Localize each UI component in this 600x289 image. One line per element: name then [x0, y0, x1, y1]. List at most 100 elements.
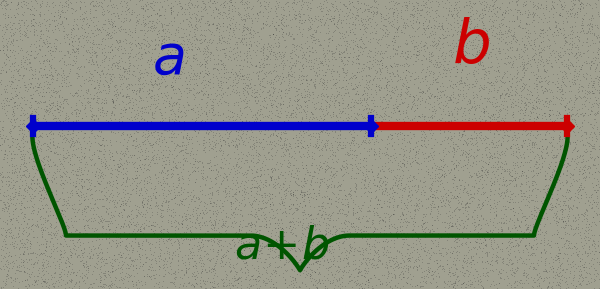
Point	[76, 179, 85, 183]
Point	[554, 230, 563, 234]
Point	[379, 231, 388, 235]
Point	[361, 30, 371, 35]
Point	[46, 225, 56, 229]
Point	[566, 195, 575, 200]
Point	[253, 184, 263, 188]
Point	[130, 257, 139, 262]
Point	[508, 101, 517, 105]
Point	[226, 0, 236, 4]
Point	[359, 66, 369, 70]
Point	[337, 49, 346, 54]
Point	[69, 243, 79, 247]
Point	[392, 183, 401, 188]
Point	[437, 172, 447, 177]
Point	[491, 142, 501, 147]
Point	[188, 234, 198, 239]
Point	[571, 225, 581, 230]
Point	[42, 38, 52, 43]
Point	[344, 278, 354, 283]
Point	[215, 231, 224, 236]
Point	[200, 268, 210, 272]
Point	[338, 30, 347, 35]
Point	[482, 202, 492, 207]
Point	[53, 21, 62, 26]
Point	[149, 47, 159, 52]
Point	[152, 20, 161, 24]
Point	[306, 109, 316, 114]
Point	[137, 192, 147, 197]
Point	[407, 1, 416, 5]
Point	[154, 12, 164, 17]
Point	[526, 192, 536, 197]
Point	[29, 208, 38, 212]
Point	[514, 69, 523, 74]
Point	[95, 217, 105, 221]
Point	[83, 266, 92, 270]
Point	[551, 19, 560, 24]
Point	[107, 97, 117, 101]
Point	[310, 78, 320, 83]
Point	[251, 125, 260, 130]
Point	[554, 188, 563, 192]
Point	[1, 22, 10, 26]
Point	[282, 0, 292, 4]
Point	[423, 121, 433, 125]
Point	[361, 219, 371, 223]
Point	[250, 245, 260, 250]
Point	[130, 82, 140, 86]
Point	[284, 204, 294, 208]
Point	[384, 191, 394, 196]
Point	[168, 181, 178, 185]
Point	[322, 138, 331, 142]
Point	[187, 170, 197, 175]
Point	[422, 261, 432, 266]
Point	[588, 16, 598, 21]
Point	[538, 194, 548, 199]
Point	[512, 14, 521, 19]
Point	[140, 50, 150, 54]
Point	[133, 65, 142, 70]
Point	[286, 68, 295, 73]
Point	[137, 279, 146, 284]
Point	[551, 212, 561, 216]
Point	[200, 175, 209, 180]
Point	[293, 207, 302, 211]
Point	[78, 53, 88, 58]
Point	[0, 68, 7, 73]
Point	[504, 79, 514, 83]
Point	[49, 163, 59, 167]
Point	[156, 203, 166, 208]
Point	[357, 234, 367, 238]
Point	[196, 28, 206, 33]
Point	[191, 74, 200, 79]
Point	[197, 39, 207, 44]
Point	[57, 175, 67, 179]
Point	[281, 253, 291, 257]
Point	[142, 60, 152, 64]
Point	[511, 40, 520, 45]
Point	[163, 48, 173, 52]
Point	[388, 11, 398, 16]
Point	[137, 82, 146, 86]
Point	[495, 276, 505, 281]
Point	[409, 13, 418, 18]
Point	[221, 274, 231, 279]
Point	[518, 64, 527, 68]
Point	[419, 134, 429, 139]
Point	[463, 40, 472, 45]
Point	[260, 238, 269, 243]
Point	[174, 242, 184, 247]
Point	[209, 228, 218, 233]
Point	[488, 111, 498, 116]
Point	[316, 215, 326, 220]
Point	[242, 64, 252, 68]
Point	[26, 48, 36, 53]
Point	[219, 176, 229, 181]
Point	[166, 259, 176, 264]
Point	[64, 153, 73, 158]
Point	[455, 30, 465, 34]
Point	[348, 19, 358, 24]
Point	[300, 93, 310, 97]
Point	[312, 4, 322, 9]
Point	[331, 105, 340, 109]
